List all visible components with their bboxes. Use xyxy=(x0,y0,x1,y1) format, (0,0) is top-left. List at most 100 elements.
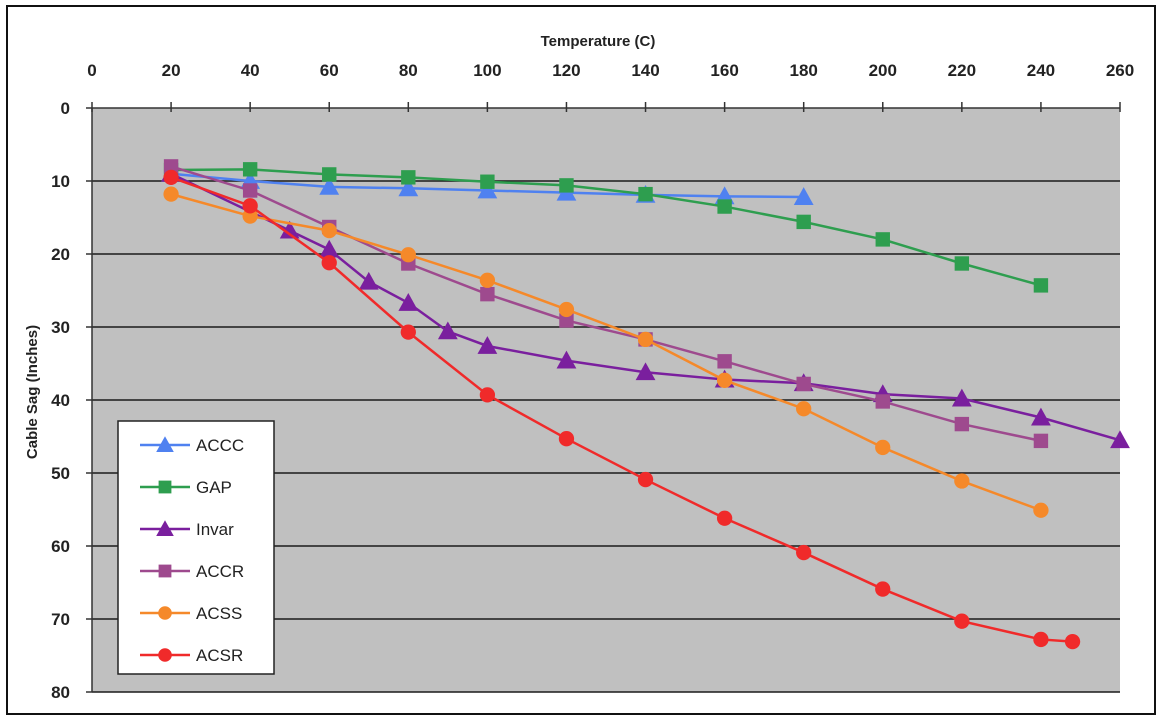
series-line-accr xyxy=(170,165,1042,443)
point-acsr-6 xyxy=(637,471,654,488)
point-accr-10 xyxy=(954,416,970,432)
legend-marker-accr xyxy=(158,564,172,578)
point-invar-2 xyxy=(319,239,340,258)
x-tick-label-20: 20 xyxy=(162,61,181,80)
legend-label-gap: GAP xyxy=(196,478,232,497)
y-tick-label-70: 70 xyxy=(51,610,70,629)
point-accr-0 xyxy=(163,159,179,174)
point-acsr-4 xyxy=(479,387,496,403)
x-tick-label-140: 140 xyxy=(631,61,659,80)
point-acsr-2 xyxy=(321,255,337,271)
legend-label-acsr: ACSR xyxy=(196,646,243,665)
legend-marker-acss xyxy=(158,606,172,620)
point-acss-6 xyxy=(637,331,654,348)
point-gap-4 xyxy=(480,174,495,189)
x-tick-label-80: 80 xyxy=(399,61,418,80)
legend-marker-acsr xyxy=(158,648,172,662)
point-accc-8 xyxy=(793,187,814,205)
legend-label-invar: Invar xyxy=(196,520,234,539)
point-gap-7 xyxy=(717,199,732,214)
y-tick-label-60: 60 xyxy=(51,537,70,556)
point-acsr-11 xyxy=(1033,631,1049,648)
point-acss-7 xyxy=(716,372,733,388)
legend-label-accc: ACCC xyxy=(196,436,244,455)
point-acss-0 xyxy=(163,186,179,202)
x-tick-label-60: 60 xyxy=(320,61,339,80)
point-invar-13 xyxy=(1031,407,1051,426)
point-gap-5 xyxy=(559,178,574,193)
point-gap-10 xyxy=(954,256,970,271)
point-gap-6 xyxy=(638,186,653,202)
point-accc-2 xyxy=(319,176,340,195)
legend-marker-accc xyxy=(156,436,174,453)
point-invar-7 xyxy=(556,350,577,369)
point-acsr-12 xyxy=(1064,633,1081,650)
point-acss-4 xyxy=(479,272,496,288)
x-tick-label-120: 120 xyxy=(552,61,580,80)
point-acss-9 xyxy=(875,439,891,456)
point-accc-4 xyxy=(477,180,498,199)
y-axis-title: Cable Sag (Inches) xyxy=(24,325,41,459)
point-invar-3 xyxy=(358,271,379,290)
point-accr-1 xyxy=(242,183,258,198)
y-tick-label-80: 80 xyxy=(51,683,70,702)
x-tick-label-180: 180 xyxy=(790,61,818,80)
series-acsr xyxy=(163,169,1081,650)
point-invar-1 xyxy=(279,220,300,239)
legend-label-acss: ACSS xyxy=(196,604,242,623)
point-invar-12 xyxy=(951,388,972,407)
y-tick-label-20: 20 xyxy=(51,245,70,264)
point-acsr-1 xyxy=(242,198,258,214)
x-tick-label-0: 0 xyxy=(87,61,96,80)
point-acss-3 xyxy=(400,247,416,263)
point-acss-11 xyxy=(1033,502,1049,518)
legend: ACCC GAP Invar ACCR ACSS ACSR xyxy=(117,420,275,675)
y-tick-label-40: 40 xyxy=(51,391,70,410)
x-tick-label-200: 200 xyxy=(869,61,897,80)
x-tick-label-40: 40 xyxy=(241,61,260,80)
point-accr-5 xyxy=(559,313,574,328)
point-accr-11 xyxy=(1033,433,1049,449)
point-acsr-7 xyxy=(716,510,733,526)
series-line-acss xyxy=(170,192,1042,512)
legend-box xyxy=(117,420,275,675)
point-invar-8 xyxy=(635,362,656,381)
point-gap-3 xyxy=(401,170,416,185)
point-acsr-5 xyxy=(558,431,575,447)
point-acss-2 xyxy=(321,222,337,239)
point-gap-2 xyxy=(322,167,337,182)
point-gap-11 xyxy=(1033,278,1049,293)
point-acss-10 xyxy=(954,473,970,489)
point-invar-4 xyxy=(398,293,419,311)
point-invar-5 xyxy=(437,321,458,340)
y-tick-label-30: 30 xyxy=(51,318,70,337)
y-tick-label-50: 50 xyxy=(51,464,70,483)
point-gap-1 xyxy=(242,162,258,177)
point-acsr-8 xyxy=(796,544,812,561)
point-acsr-0 xyxy=(163,169,179,186)
point-acsr-3 xyxy=(400,324,416,340)
x-tick-label-100: 100 xyxy=(473,61,501,80)
x-tick-label-160: 160 xyxy=(710,61,738,80)
legend-marker-invar xyxy=(156,520,174,537)
point-gap-9 xyxy=(875,232,890,247)
x-axis-title: Temperature (C) xyxy=(541,33,656,50)
point-accc-3 xyxy=(398,178,419,197)
point-gap-8 xyxy=(796,214,811,230)
legend-label-accr: ACCR xyxy=(196,562,244,581)
point-accr-9 xyxy=(875,394,890,409)
series-gap xyxy=(163,162,1049,293)
point-accr-8 xyxy=(796,376,811,392)
y-tick-label-0: 0 xyxy=(61,99,70,118)
legend-marker-gap xyxy=(158,480,172,494)
series-line-gap xyxy=(171,168,1042,287)
x-tick-label-220: 220 xyxy=(948,61,976,80)
point-accr-4 xyxy=(480,286,495,302)
point-invar-14 xyxy=(1110,430,1130,449)
x-tick-label-240: 240 xyxy=(1027,61,1055,80)
point-acsr-9 xyxy=(875,581,891,597)
point-accr-7 xyxy=(717,354,732,369)
point-invar-6 xyxy=(477,336,498,354)
series-acss xyxy=(163,186,1049,518)
